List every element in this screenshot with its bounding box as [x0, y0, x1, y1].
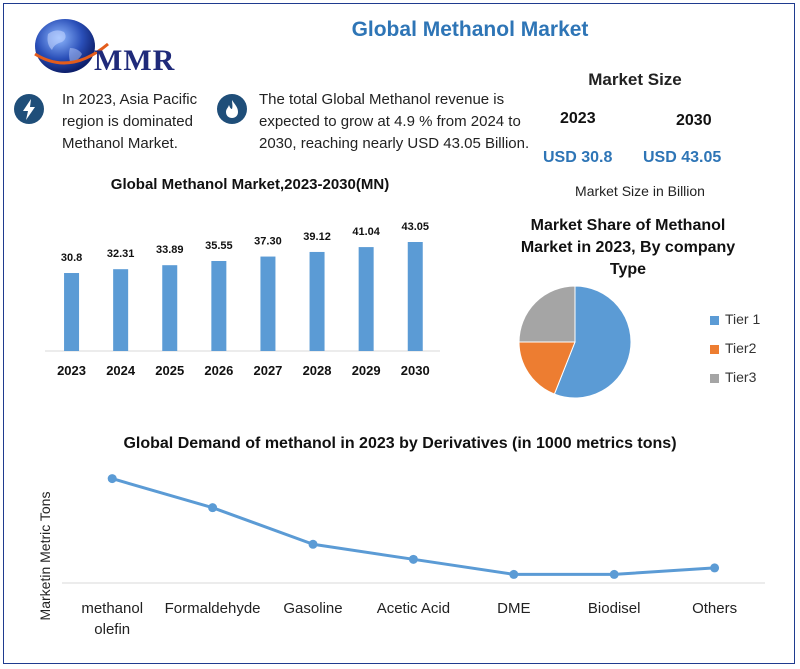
bar-label-2023: 30.8	[61, 252, 82, 264]
info-asia-pacific: In 2023, Asia Pacific region is dominate…	[62, 91, 198, 149]
pie-chart-title: Market Share of Methanol Market in 2023,…	[520, 217, 736, 278]
bar-label-2027: 37.30	[254, 236, 282, 248]
market-size-year-2030: 2030	[676, 112, 712, 129]
bar-category-2024: 2024	[106, 363, 136, 378]
legend-swatch-tier1	[710, 315, 719, 325]
bar-category-2029: 2029	[352, 363, 381, 378]
bar-category-2025: 2025	[155, 363, 184, 378]
logo-text: MMR	[94, 44, 176, 77]
bar-category-2026: 2026	[204, 363, 233, 378]
bar-2027	[260, 256, 276, 351]
legend-tier3: Tier3	[710, 369, 756, 385]
bar-category-2028: 2028	[303, 363, 332, 378]
bar-label-2025: 33.89	[156, 244, 184, 256]
bar-label-2030: 43.05	[401, 221, 429, 233]
bar-2023	[64, 273, 80, 351]
legend-label-tier2: Tier2	[725, 340, 757, 356]
legend-swatch-tier3	[710, 373, 719, 383]
market-size-note: Market Size in Billion	[575, 183, 705, 199]
bar-2028	[309, 251, 325, 351]
infographic-frame	[3, 3, 795, 664]
flame-icon	[217, 94, 247, 124]
bar-category-2030: 2030	[401, 363, 430, 378]
bar-label-2028: 39.12	[303, 231, 331, 243]
bar-category-2023: 2023	[57, 363, 86, 378]
market-size-value-2023: USD 30.8	[543, 149, 613, 166]
bar-label-2026: 35.55	[205, 240, 233, 252]
brand-logo: MMR	[30, 14, 180, 77]
bar-2026	[211, 260, 227, 351]
globe-icon	[34, 19, 109, 73]
page-title: Global Methanol Market	[351, 18, 589, 41]
legend-label-tier3: Tier3	[725, 369, 757, 385]
line-chart-title: Global Demand of methanol in 2023 by Der…	[123, 435, 677, 452]
market-size-year-2023: 2023	[560, 110, 596, 127]
legend-swatch-tier2	[710, 344, 719, 354]
legend-label-tier1: Tier 1	[725, 311, 761, 327]
bar-2024	[113, 269, 129, 351]
bar-chart-title: Global Methanol Market,2023-2030(MN)	[110, 176, 390, 193]
bar-2029	[358, 247, 374, 351]
bar-2030	[407, 242, 423, 351]
legend-tier1: Tier 1	[710, 311, 760, 327]
bar-label-2024: 32.31	[107, 248, 135, 260]
bar-2025	[162, 265, 178, 351]
bar-label-2029: 41.04	[352, 226, 380, 238]
lightning-icon	[14, 94, 44, 124]
market-size-title: Market Size	[588, 70, 682, 89]
info-revenue-growth: The total Global Methanol revenue is exp…	[259, 91, 530, 152]
legend-tier2: Tier2	[710, 340, 756, 356]
bar-category-2027: 2027	[253, 363, 282, 378]
market-size-value-2030: USD 43.05	[643, 149, 722, 166]
